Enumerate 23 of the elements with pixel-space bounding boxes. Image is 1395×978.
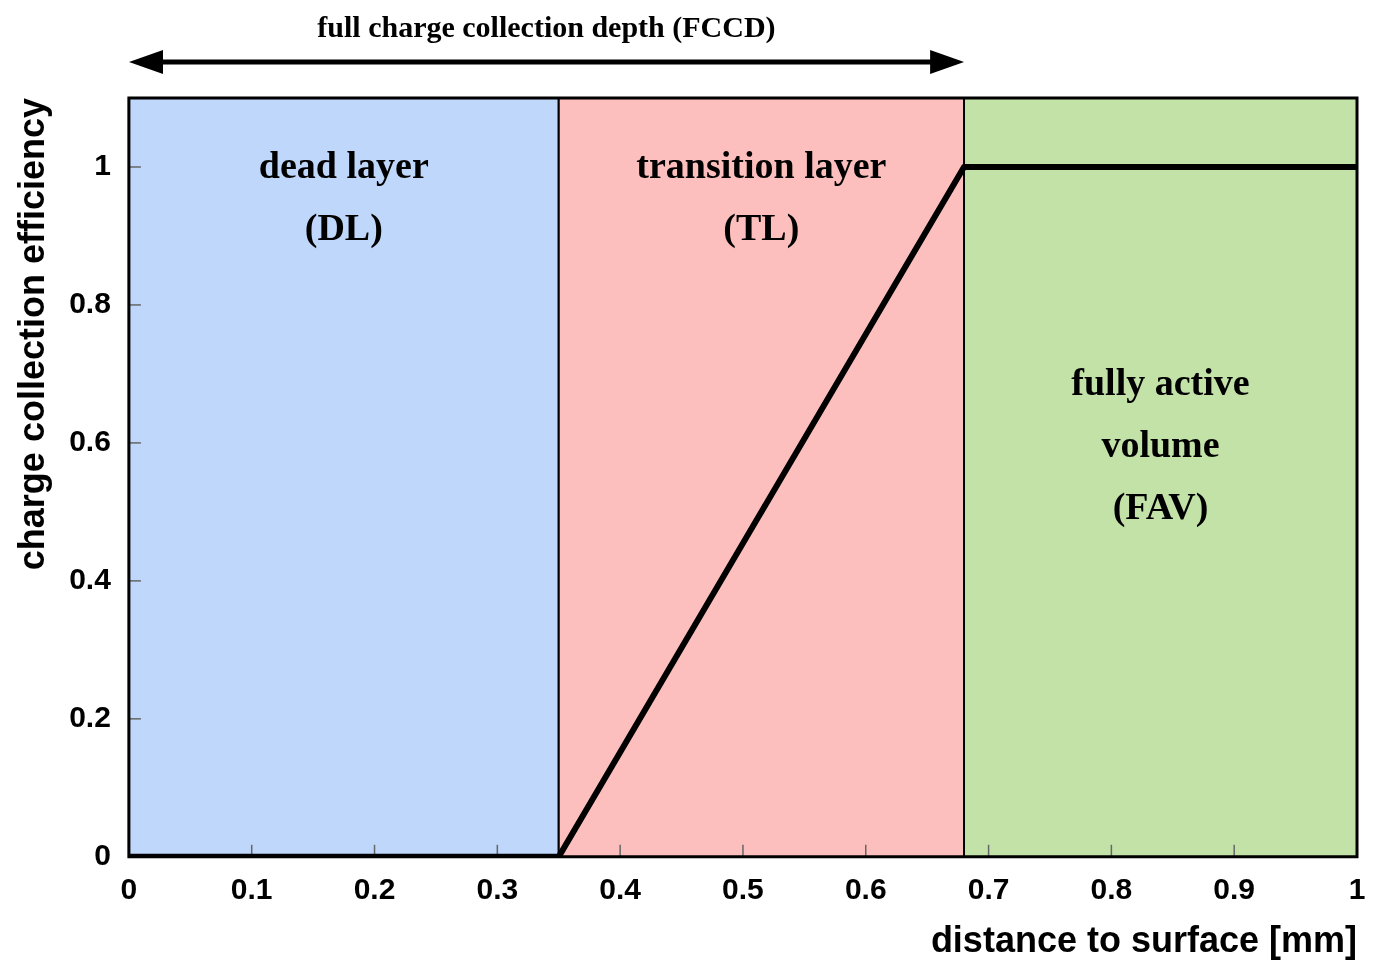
x-tick-label: 0.4 xyxy=(599,872,642,906)
y-tick-label: 0.4 xyxy=(69,562,112,596)
x-tick-label: 0.7 xyxy=(967,872,1010,906)
y-tick-label: 0.2 xyxy=(69,700,111,734)
x-tick-label: 0.3 xyxy=(476,872,519,906)
x-tick-label: 0.9 xyxy=(1213,872,1256,906)
y-tick-label: 0 xyxy=(94,838,111,872)
y-tick-label: 1 xyxy=(94,148,111,182)
band-label: transition layer (TL) xyxy=(636,143,887,249)
y-tick-label: 0.8 xyxy=(69,286,111,320)
x-tick-label: 1 xyxy=(1348,872,1366,906)
band-label: fully active volume (FAV) xyxy=(1071,361,1250,529)
y-tick-label: 0.6 xyxy=(69,424,111,458)
y-axis-title: charge collection efficiency xyxy=(10,98,52,571)
x-tick-label: 0.2 xyxy=(353,872,396,906)
x-tick-label: 0 xyxy=(120,872,138,906)
band-label: dead layer (DL) xyxy=(258,143,429,249)
x-tick-label: 0.1 xyxy=(230,872,273,906)
x-axis-title: distance to surface [mm] xyxy=(930,919,1357,961)
text: full charge collection depth (FCCD) xyxy=(317,10,776,43)
x-tick-label: 0.5 xyxy=(722,872,764,906)
x-tick-label: 0.6 xyxy=(844,872,887,906)
x-tick-label: 0.8 xyxy=(1090,872,1133,906)
